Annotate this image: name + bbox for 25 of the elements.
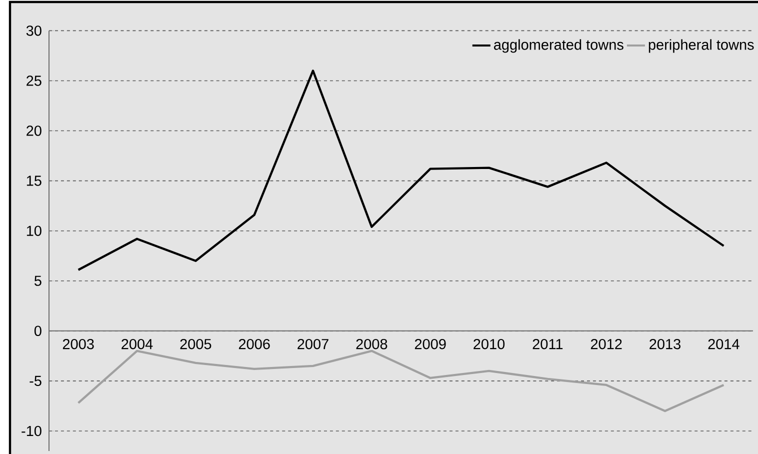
x-tick-label: 2014 xyxy=(708,338,740,350)
y-tick-label: 10 xyxy=(26,226,42,236)
y-tick-label: 30 xyxy=(26,26,42,36)
line-series xyxy=(77,350,725,412)
y-tick-label: 0 xyxy=(34,326,42,336)
y-tick-label: 15 xyxy=(26,176,42,186)
y-tick-label: -5 xyxy=(30,376,42,386)
y-tick-label: 5 xyxy=(34,276,42,286)
x-tick-label: 2010 xyxy=(474,338,505,350)
x-tick-label: 2011 xyxy=(532,338,563,350)
y-tick-label: 25 xyxy=(26,76,42,86)
x-tick-label: 2006 xyxy=(238,338,270,350)
y-tick-label: 20 xyxy=(26,126,42,136)
x-tick-label: 2005 xyxy=(180,338,212,350)
legend-label: peripheral towns xyxy=(648,39,754,53)
x-tick-label: 2007 xyxy=(298,338,328,350)
x-tick-label: 2012 xyxy=(590,338,622,350)
x-tick-label: 2013 xyxy=(650,338,680,350)
legend-label: agglomerated towns xyxy=(494,39,624,53)
y-tick-label: -10 xyxy=(22,426,42,436)
x-tick-label: 2009 xyxy=(414,338,446,350)
x-tick-label: 2003 xyxy=(62,338,94,350)
line-series xyxy=(77,70,725,271)
x-tick-label: 2004 xyxy=(122,338,153,350)
x-tick-label: 2008 xyxy=(356,338,388,350)
